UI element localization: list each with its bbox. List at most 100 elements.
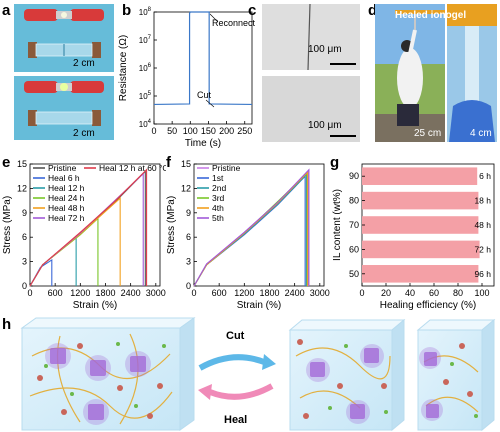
plot-frame [193,163,325,287]
y-tick-label: 70 [349,220,359,230]
x-axis-label: Healing efficiency (%) [380,300,477,311]
x-axis-label: Strain (%) [73,300,117,311]
annotation-reconnect: Reconnect [212,18,256,28]
cut-network-block-right [416,318,496,432]
y-tick-label: 12 [181,183,191,193]
scale-label-d-left: 25 cm [414,128,442,139]
legend-label: 3rd [212,193,225,203]
panel-label-c: c [248,2,257,19]
panel-label-e: e [2,154,11,171]
panel-label-b: b [122,2,132,19]
x-tick-label: 1200 [234,288,254,298]
y-tick-label: 15 [181,159,191,169]
y-tick-label: 12 [17,183,27,193]
panel-label-h: h [2,316,12,333]
legend-label: Heal 48 h [48,203,85,213]
y-axis-label: IL content (wt%) [332,189,343,261]
annotation-cut: Cut [197,90,212,100]
photo-ionogel-cut [14,4,114,72]
x-tick-label: 1200 [70,288,90,298]
legend-label: 2nd [212,183,226,193]
micrograph-cut [262,4,360,70]
scale-label-c-top: 100 μm [308,44,342,55]
micrograph-healed [262,76,360,142]
x-tick-label: 50 [167,126,177,136]
resistance-line [153,11,253,106]
annotation-reconnect-arrow [209,13,219,23]
x-tick-label: 200 [219,126,234,136]
y-tick-label: 3 [186,257,191,267]
series-line [29,258,53,287]
y-tick-label: 3 [22,257,27,267]
legend-label: 1st [212,173,224,183]
photo-person-hanging [375,4,445,142]
x-tick-label: 1800 [95,288,115,298]
x-tick-label: 0 [191,288,196,298]
bar-label: 72 h [474,244,491,254]
panel-label-f: f [166,154,171,171]
series-line [29,236,77,287]
y-tick-label: 108 [139,7,152,17]
legend-label: Heal 12 h at 60 °C [99,163,166,173]
x-tick-label: 0 [151,126,156,136]
series-line [193,168,310,287]
photo-ionogel-healed [14,76,114,140]
y-tick-label: 6 [22,232,27,242]
y-tick-label: 105 [139,91,152,101]
y-tick-label: 106 [139,63,152,73]
stress-strain-chart-healing-time: 0 600 1200 1800 2400 3000 0 3 6 9 12 15 Strain (%) St… [2,159,166,311]
bar-label: 48 h [474,220,491,230]
x-tick-label: 40 [405,288,415,298]
panel-label-d: d [368,2,378,19]
healing-mechanism-schematic [20,317,496,432]
series-line [29,217,99,287]
stress-strain-chart-cycles: 0 600 1200 1800 2400 3000 0 3 6 9 12 15 Strain (%) St… [166,159,330,311]
bar [362,216,479,234]
annotation-cut-arrow [205,99,215,108]
y-axis-label: Resistance (Ω) [118,35,129,101]
legend-label: Heal 24 h [48,193,85,203]
x-tick-label: 1800 [259,288,279,298]
healing-efficiency-chart: 0 20 40 60 80 100 90 6 h 80 18 h 70 48 h 60 72 h 50 96 … [332,163,495,311]
legend-label: Heal 12 h [48,183,85,193]
heal-arrow-head [198,384,212,400]
bar-label: 18 h [474,196,491,206]
legend-label: 5th [212,213,224,223]
x-tick-label: 3000 [310,288,330,298]
y-tick-label: 90 [349,171,359,181]
heal-label: Heal [224,414,248,426]
photo-healed-ionogel-closeup [447,4,497,142]
series-line [29,168,148,287]
cut-label: Cut [226,330,245,342]
x-tick-label: 600 [212,288,227,298]
bar [362,265,479,283]
y-tick-label: 15 [17,159,27,169]
x-tick-label: 2400 [285,288,305,298]
legend-label: Heal 72 h [48,213,85,223]
panel-label-g: g [330,154,340,171]
bar [362,167,478,185]
legend-label: Pristine [212,163,241,173]
y-tick-label: 6 [186,232,191,242]
y-tick-label: 80 [349,196,359,206]
y-tick-label: 9 [186,208,191,218]
healed-ionogel-caption: Healed ionogel [395,10,467,21]
x-tick-label: 100 [183,126,198,136]
y-axis-label: Stress (MPa) [166,196,177,254]
plot-frame [153,11,253,125]
x-tick-label: 150 [201,126,216,136]
scale-label-c-bottom: 100 μm [308,120,342,131]
y-tick-label: 0 [22,281,27,291]
x-tick-label: 600 [48,288,63,298]
y-axis-label: Stress (MPa) [2,196,13,254]
x-axis-label: Time (s) [185,138,221,149]
legend-label: Pristine [48,163,77,173]
x-tick-label: 20 [381,288,391,298]
legend-label: Heal 6 h [48,173,80,183]
intact-network-block [20,317,196,431]
x-tick-label: 2400 [121,288,141,298]
y-tick-label: 0 [186,281,191,291]
scale-label-a-top: 2 cm [73,58,95,69]
x-tick-label: 0 [359,288,364,298]
y-tick-label: 50 [349,269,359,279]
